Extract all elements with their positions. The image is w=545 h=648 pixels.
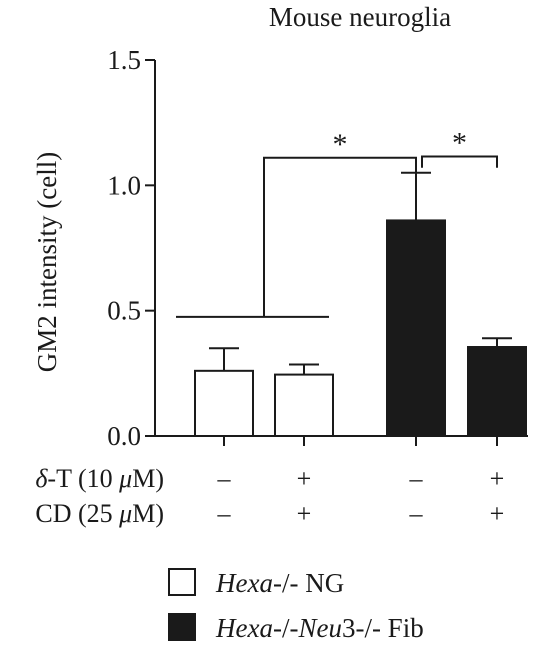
significance-star: * <box>452 127 467 160</box>
dt-sign: + <box>297 464 312 493</box>
bars <box>194 219 527 438</box>
legend-label-black: Hexa-/-Neu3-/- Fib <box>215 613 424 643</box>
x-ticks <box>223 436 498 446</box>
dt-sign: – <box>217 464 232 493</box>
y-tick-label: 1.5 <box>107 45 141 75</box>
y-tick-label: 0.5 <box>107 296 141 326</box>
legend-swatch-black <box>168 613 196 641</box>
y-axis-label: GM2 intensity (cell) <box>32 152 62 372</box>
y-ticks: 0.0 0.5 1.0 1.5 <box>107 45 155 451</box>
legend: Hexa-/- NG Hexa-/-Neu3-/- Fib <box>168 568 424 643</box>
significance-brackets: * * <box>176 127 498 318</box>
error-bars <box>209 171 512 375</box>
dt-row-label: δ-T (10 μM) <box>35 464 164 493</box>
cd-sign: – <box>409 499 424 528</box>
cd-sign: – <box>217 499 232 528</box>
dt-sign: + <box>490 464 505 493</box>
dt-sign: – <box>409 464 424 493</box>
cd-row-label: CD (25 μM) <box>35 499 164 528</box>
bar <box>194 369 254 437</box>
legend-label-white: Hexa-/- NG <box>215 568 344 598</box>
cd-sign: + <box>490 499 505 528</box>
cd-sign: + <box>297 499 312 528</box>
chart-title: Mouse neuroglia <box>269 2 451 32</box>
bar <box>467 346 527 437</box>
bracket-2 <box>421 155 498 168</box>
legend-swatch-white <box>168 568 196 596</box>
y-tick-label: 0.0 <box>107 421 141 451</box>
bracket-1 <box>263 156 417 317</box>
bar <box>274 373 334 438</box>
treatment-signs: – – + + – – + + <box>217 464 505 528</box>
significance-star: * <box>333 128 348 161</box>
bar <box>386 219 446 437</box>
y-tick-label: 1.0 <box>107 170 141 200</box>
